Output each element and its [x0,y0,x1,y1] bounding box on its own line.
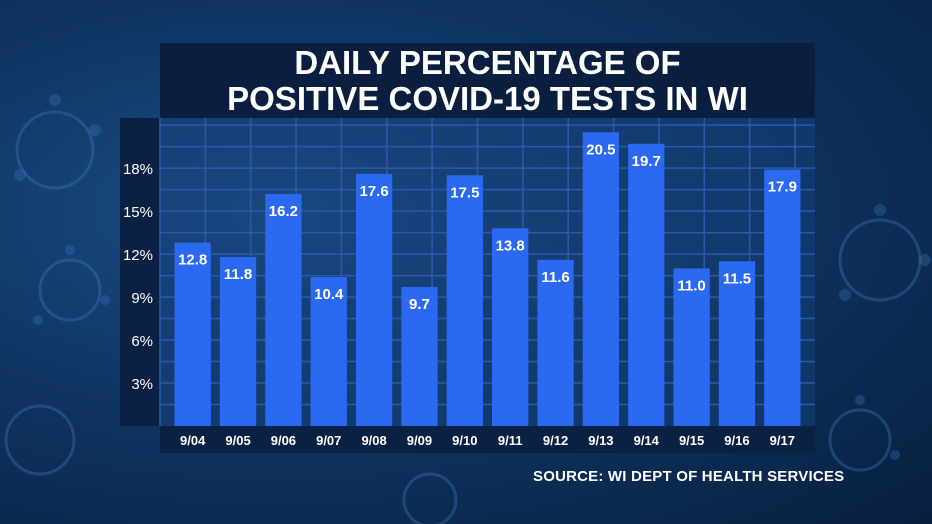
x-tick-label: 9/09 [407,433,432,448]
bar-9-15 [673,268,710,426]
x-tick-label: 9/15 [679,433,704,448]
bar-9-16 [718,261,756,426]
bar-9-04 [174,242,211,426]
data-label: 13.8 [496,237,525,254]
data-label: 9.7 [409,296,430,313]
x-axis-panel [160,426,815,453]
y-tick-labels: 3% 6% 9% 12% 15% 18% [123,161,153,393]
y-tick-label: 15% [123,204,153,221]
data-label: 19.7 [632,153,661,170]
data-label: 11.5 [723,270,751,287]
x-tick-label: 9/08 [361,433,386,448]
x-tick-label: 9/05 [225,433,250,448]
x-tick-label: 9/13 [588,433,613,448]
bar-9-10 [446,175,483,426]
x-tick-label: 9/12 [543,433,568,448]
bar-9-14 [628,143,665,426]
title-line-2: POSITIVE COVID-19 TESTS IN WI [227,79,748,117]
bar-9-09 [401,287,438,426]
bar-9-13 [582,132,620,427]
source-caption: SOURCE: WI DEPT OF HEALTH SERVICES [533,468,845,485]
data-label: 17.9 [768,179,797,196]
data-label: 11.6 [541,269,569,286]
data-label: 11.0 [677,277,705,294]
y-tick-label: 3% [131,376,153,393]
bar-9-07 [310,277,347,426]
bar-9-06 [265,193,302,426]
bar-9-12 [537,259,574,426]
x-tick-label: 9/14 [634,433,660,448]
bar-9-17 [764,169,801,427]
data-label: 10.4 [314,286,344,303]
x-tick-label: 9/10 [452,433,477,448]
bar-9-05 [219,256,257,426]
x-tick-labels: 9/04 9/05 9/06 9/07 9/08 9/09 9/10 9/11 9/12 9/13… [180,433,795,448]
data-label: 17.5 [450,184,479,201]
data-label: 12.8 [178,252,207,269]
x-tick-label: 9/04 [180,433,206,448]
y-tick-label: 18% [123,161,153,178]
bar-9-08 [355,173,393,426]
title-line-1: DAILY PERCENTAGE OF [294,43,681,81]
x-tick-label: 9/06 [271,433,296,448]
bar-9-11 [492,228,529,426]
data-label: 17.6 [360,183,389,200]
data-label: 16.2 [269,203,298,220]
y-tick-label: 9% [131,290,153,307]
chart-title-banner: DAILY PERCENTAGE OF POSITIVE COVID-19 TE… [160,43,815,118]
y-axis-panel [120,118,160,426]
x-tick-label: 9/07 [316,433,341,448]
y-tick-label: 6% [131,333,153,350]
bars: 12.8 11.8 16.2 10.4 17.6 9.7 17.5 13.8 11.6 20.5 1… [174,132,801,427]
data-label: 20.5 [586,141,615,158]
x-tick-label: 9/16 [724,433,749,448]
y-tick-label: 12% [123,247,153,264]
data-label: 11.8 [224,266,252,283]
x-tick-label: 9/11 [498,433,523,448]
plot-area [160,118,815,426]
x-tick-label: 9/17 [770,433,795,448]
